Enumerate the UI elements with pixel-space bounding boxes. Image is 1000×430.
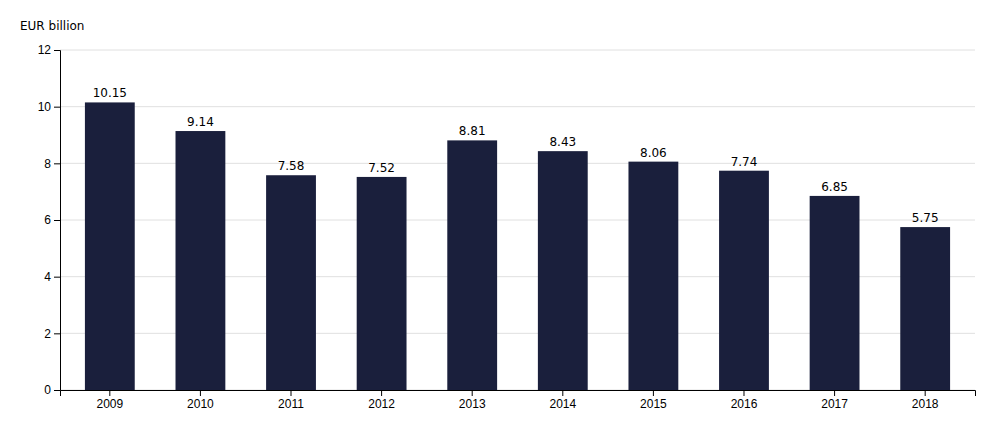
- x-tick-mark: [925, 390, 926, 396]
- grid-line: [60, 106, 975, 107]
- y-axis-line: [54, 51, 61, 391]
- x-tick-mark: [109, 390, 110, 396]
- bar: [719, 171, 769, 390]
- data-label: 8.81: [459, 124, 486, 138]
- x-tick: 2015: [640, 390, 667, 411]
- data-label: 9.14: [187, 115, 214, 129]
- y-tick: 12: [38, 43, 60, 57]
- x-tick-label: 2016: [731, 397, 758, 411]
- bar: [357, 177, 407, 390]
- x-axis-line: [61, 391, 976, 397]
- y-tick-label: 10: [38, 100, 52, 114]
- data-label: 7.52: [368, 161, 395, 175]
- x-axis: 2009 2010 2011 2012 2013 2014 2015 2016 2017 2018: [61, 390, 976, 411]
- x-tick-mark: [834, 390, 835, 396]
- x-tick-mark: [653, 390, 654, 396]
- y-tick-label: 4: [44, 270, 51, 284]
- bar: [628, 162, 678, 390]
- x-tick-label: 2010: [187, 397, 214, 411]
- data-label: 7.74: [731, 155, 758, 169]
- grid-line: [60, 50, 975, 51]
- data-label: 10.15: [93, 86, 127, 100]
- x-tick-mark: [743, 390, 744, 396]
- x-tick: 2012: [368, 390, 395, 411]
- data-label: 7.58: [278, 159, 305, 173]
- grid: [60, 50, 975, 390]
- bar: [85, 102, 135, 390]
- y-tick: 2: [44, 327, 60, 341]
- y-tick-mark: [54, 50, 60, 51]
- data-label: 5.75: [912, 211, 939, 225]
- y-tick-label: 2: [44, 327, 51, 341]
- x-tick: 2016: [731, 390, 758, 411]
- x-tick-mark: [562, 390, 563, 396]
- y-tick-mark: [54, 220, 60, 221]
- data-label: 6.85: [821, 180, 848, 194]
- chart: 10.15 9.14 7.58 7.52 8.81 8.43 8.06 7.74 6.85 5.7…: [0, 0, 1000, 430]
- y-tick: 10: [38, 100, 60, 114]
- x-tick-mark: [200, 390, 201, 396]
- x-tick-label: 2009: [96, 397, 123, 411]
- x-tick: 2011: [278, 390, 304, 411]
- x-tick-label: 2012: [368, 397, 395, 411]
- data-labels: 10.15 9.14 7.58 7.52 8.81 8.43 8.06 7.74 6.85 5.7…: [93, 86, 939, 225]
- y-tick-mark: [54, 163, 60, 164]
- bar: [538, 151, 588, 390]
- x-tick: 2010: [187, 390, 214, 411]
- data-label: 8.43: [549, 135, 576, 149]
- x-tick: 2013: [459, 390, 486, 411]
- y-tick: 0: [44, 383, 60, 397]
- bar: [810, 196, 860, 390]
- x-tick-mark: [472, 390, 473, 396]
- x-tick: 2014: [549, 390, 576, 411]
- y-tick-mark: [54, 277, 60, 278]
- x-tick-label: 2011: [278, 397, 304, 411]
- x-tick-label: 2018: [912, 397, 939, 411]
- plot: 10.15 9.14 7.58 7.52 8.81 8.43 8.06 7.74 6.85 5.7…: [38, 43, 976, 410]
- x-tick-label: 2013: [459, 397, 486, 411]
- data-label: 8.06: [640, 146, 667, 160]
- y-axis-label: EUR billion: [20, 19, 84, 33]
- bars: [85, 102, 950, 390]
- x-tick: 2009: [96, 390, 123, 411]
- y-tick-label: 6: [44, 213, 51, 227]
- x-tick: 2018: [912, 390, 939, 411]
- bar: [447, 140, 497, 390]
- y-tick: 6: [44, 213, 60, 227]
- bar: [266, 175, 316, 390]
- x-tick-label: 2014: [549, 397, 576, 411]
- y-axis: 0 2 4 6 8 10 12: [38, 43, 61, 397]
- y-tick-label: 0: [44, 383, 51, 397]
- y-tick-label: 8: [44, 157, 51, 171]
- x-tick-mark: [291, 390, 292, 396]
- x-tick-label: 2017: [821, 397, 848, 411]
- y-tick-mark: [54, 333, 60, 334]
- y-tick: 8: [44, 157, 60, 171]
- y-tick-mark: [54, 390, 60, 391]
- bar: [900, 227, 950, 390]
- y-tick: 4: [44, 270, 60, 284]
- x-tick: 2017: [821, 390, 848, 411]
- y-tick-mark: [54, 107, 60, 108]
- x-tick-label: 2015: [640, 397, 667, 411]
- bar: [176, 131, 226, 390]
- y-tick-label: 12: [38, 43, 52, 57]
- x-tick-mark: [381, 390, 382, 396]
